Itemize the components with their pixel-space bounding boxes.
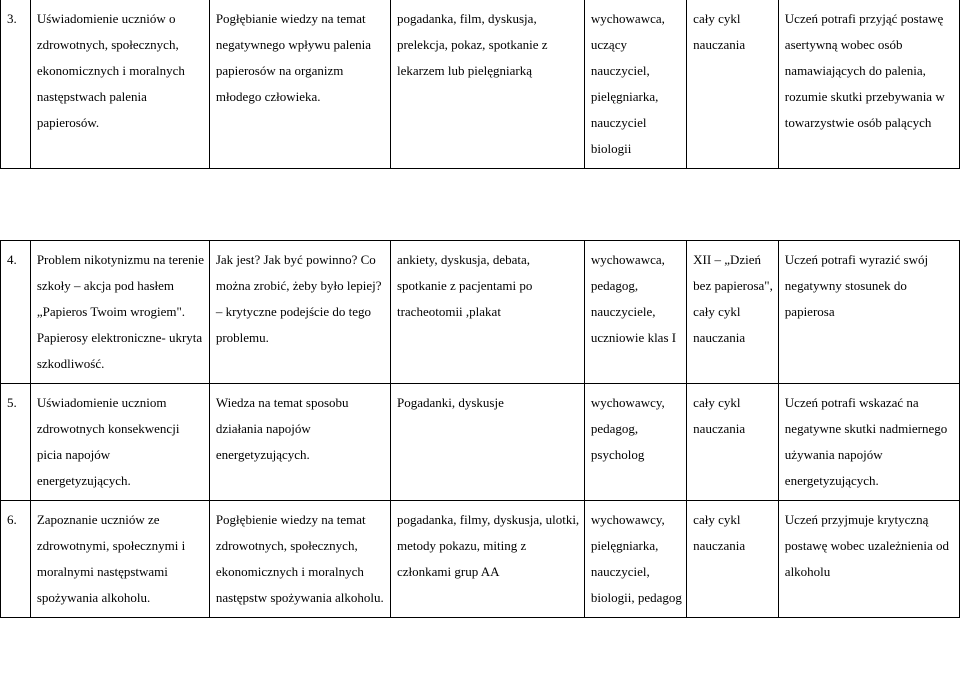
cell-time: XII – „Dzień bez papierosa", cały cykl n… [687, 241, 779, 384]
table-row: 3. Uświadomienie uczniów o zdrowotnych, … [1, 0, 960, 169]
cell-topic: Uświadomienie uczniom zdrowotnych konsek… [30, 384, 209, 501]
table-row: 5. Uświadomienie uczniom zdrowotnych kon… [1, 384, 960, 501]
cell-knowledge: Jak jest? Jak być powinno? Co można zrob… [209, 241, 390, 384]
cell-knowledge: Wiedza na temat sposobu działania napojó… [209, 384, 390, 501]
cell-methods: Pogadanki, dyskusje [390, 384, 584, 501]
cell-time: cały cykl nauczania [687, 0, 779, 169]
cell-knowledge: Pogłębianie wiedzy na temat negatywnego … [209, 0, 390, 169]
cell-outcome: Uczeń potrafi wskazać na negatywne skutk… [778, 384, 959, 501]
cell-outcome: Uczeń potrafi wyrazić swój negatywny sto… [778, 241, 959, 384]
cell-people: wychowawca, pedagog, nauczyciele, ucznio… [584, 241, 686, 384]
cell-knowledge: Pogłębienie wiedzy na temat zdrowotnych,… [209, 501, 390, 618]
cell-methods: ankiety, dyskusja, debata, spotkanie z p… [390, 241, 584, 384]
row-number: 6. [1, 501, 31, 618]
row-number: 3. [1, 0, 31, 169]
cell-time: cały cykl nauczania [687, 501, 779, 618]
cell-people: wychowawcy, pedagog, psycholog [584, 384, 686, 501]
cell-outcome: Uczeń potrafi przyjąć postawę asertywną … [778, 0, 959, 169]
row-number: 4. [1, 241, 31, 384]
cell-methods: pogadanka, filmy, dyskusja, ulotki, meto… [390, 501, 584, 618]
table-row: 6. Zapoznanie uczniów ze zdrowotnymi, sp… [1, 501, 960, 618]
table-gap [1, 169, 960, 241]
cell-methods: pogadanka, film, dyskusja, prelekcja, po… [390, 0, 584, 169]
cell-topic: Problem nikotynizmu na terenie szkoły – … [30, 241, 209, 384]
cell-topic: Uświadomienie uczniów o zdrowotnych, spo… [30, 0, 209, 169]
program-table: 3. Uświadomienie uczniów o zdrowotnych, … [0, 0, 960, 618]
cell-people: wychowawca, uczący nauczyciel, pielęgnia… [584, 0, 686, 169]
table-row: 4. Problem nikotynizmu na terenie szkoły… [1, 241, 960, 384]
row-number: 5. [1, 384, 31, 501]
cell-people: wychowawcy, pielęgniarka, nauczyciel, bi… [584, 501, 686, 618]
cell-outcome: Uczeń przyjmuje krytyczną postawę wobec … [778, 501, 959, 618]
cell-topic: Zapoznanie uczniów ze zdrowotnymi, społe… [30, 501, 209, 618]
cell-time: cały cykl nauczania [687, 384, 779, 501]
